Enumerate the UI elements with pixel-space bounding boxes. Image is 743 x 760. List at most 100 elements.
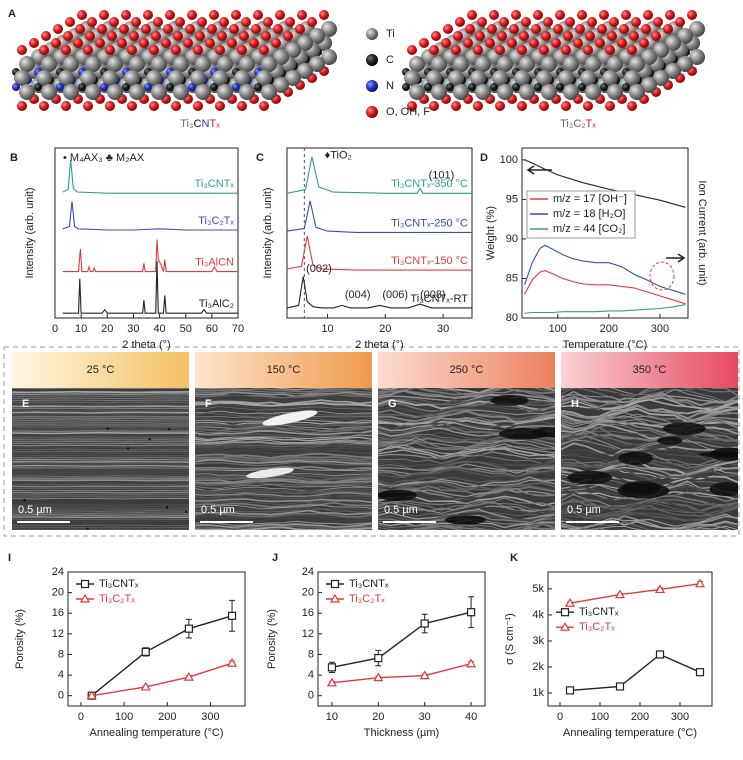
x-tick-label: 20: [101, 323, 113, 335]
series-line: [286, 276, 472, 309]
legend-atom: [366, 106, 378, 118]
lamella: [378, 442, 555, 451]
atom-o: [285, 17, 295, 27]
atom-ti: [653, 42, 669, 58]
annotation: (002): [306, 263, 332, 275]
lamella: [195, 449, 372, 455]
y-tick-label: 0: [58, 690, 64, 702]
lamella: [378, 443, 555, 455]
atom-c: [512, 83, 520, 91]
lamella: [378, 453, 555, 461]
atom-o: [473, 101, 483, 111]
y-tick-label: 80: [506, 312, 518, 324]
atom-ti: [475, 56, 491, 72]
marker: [559, 621, 571, 631]
lamella: [195, 434, 372, 440]
atom-o: [621, 10, 631, 20]
series-label: Ti₃AlC₂: [199, 298, 234, 310]
x-tick-label: 40: [153, 323, 165, 335]
atom-o: [555, 10, 565, 20]
micrograph: [12, 388, 189, 530]
atom-o: [407, 101, 417, 111]
lamella: [378, 497, 555, 508]
panel-letter: J: [272, 552, 278, 564]
atom-o: [583, 101, 593, 111]
y-tick-label: 12: [52, 628, 64, 640]
bright-region: [262, 410, 318, 426]
marker: [564, 598, 576, 607]
atom-ti: [519, 56, 535, 72]
lamella: [12, 452, 189, 455]
lamella: [12, 487, 189, 490]
formula-part: N: [201, 118, 209, 130]
series-line: [569, 583, 701, 604]
lamella: [195, 506, 372, 512]
atom-ti: [173, 56, 189, 72]
pore: [148, 438, 151, 441]
lamella: [378, 506, 555, 516]
atom-o: [239, 31, 249, 41]
atom-o: [53, 24, 63, 34]
lamella: [12, 505, 189, 508]
header: [12, 352, 189, 388]
dashed-border: [3, 346, 740, 537]
lamella: [12, 493, 189, 496]
lamella: [378, 479, 555, 488]
atom-ti: [107, 56, 123, 72]
lamella: [378, 448, 555, 460]
series-line: [62, 201, 238, 231]
lamella: [195, 446, 372, 451]
y-axis-label: Porosity (%): [14, 609, 26, 669]
lamella: [378, 388, 555, 394]
atom-o: [619, 24, 629, 34]
atom-o: [117, 38, 127, 48]
atom-o: [653, 17, 663, 27]
lamella: [195, 488, 372, 494]
atom-ti: [195, 56, 211, 72]
atom-ti: [261, 56, 277, 72]
lamella: [378, 485, 555, 491]
header: [561, 352, 738, 388]
atom-ti: [41, 84, 57, 100]
atom-c: [210, 83, 218, 91]
lamella: [12, 503, 189, 507]
lamella: [195, 411, 372, 418]
atom-n: [188, 83, 196, 91]
lamella: [12, 518, 189, 520]
scale-bar-label: 0.5 µm: [567, 504, 601, 516]
lamella: [12, 495, 189, 498]
atom-ti: [541, 56, 557, 72]
atom-o: [609, 17, 619, 27]
x-tick-label: 200: [158, 711, 176, 723]
atom-o: [489, 10, 499, 20]
lamella: [378, 389, 555, 402]
series-line: [91, 662, 233, 697]
legend-label: O, OH, F: [386, 106, 430, 118]
lamella: [12, 419, 189, 422]
y2-axis-label: Ion Current (arb. unit): [696, 180, 708, 285]
formula-part: Ti₃: [180, 118, 193, 130]
lamella: [561, 415, 738, 425]
lamella: [12, 464, 189, 467]
atom-o: [263, 17, 273, 27]
y-axis-label: Intensity (arb. unit): [262, 187, 274, 278]
atom-o: [441, 38, 451, 48]
atom-ti: [665, 63, 681, 79]
lamella: [195, 455, 372, 461]
lamella: [378, 501, 555, 512]
y-tick-label: 16: [302, 607, 314, 619]
x-tick-label: 300: [201, 711, 219, 723]
lamella: [195, 457, 372, 463]
lamella: [195, 461, 372, 467]
lamella: [561, 388, 738, 403]
series-line: [286, 156, 472, 194]
atom-ti: [85, 56, 101, 72]
lamella: [195, 452, 372, 459]
x-tick-label: 20: [379, 323, 391, 335]
lamella: [195, 532, 372, 535]
lamella: [195, 509, 372, 516]
atom-o: [453, 31, 463, 41]
atom-ti: [151, 56, 167, 72]
atom-o: [237, 101, 247, 111]
